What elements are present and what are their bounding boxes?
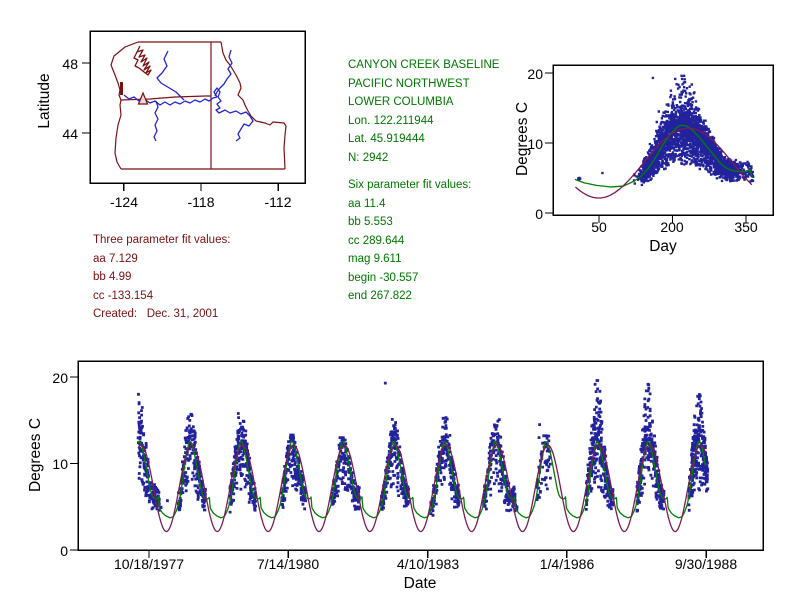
three-param-block: Three parameter fit values: aa 7.129 bb …: [93, 231, 230, 324]
station-info-block: CANYON CREEK BASELINE PACIFIC NORTHWEST …: [348, 56, 499, 306]
six-param-bb: bb 5.553: [348, 216, 393, 228]
created-date: Created: Dec. 31, 2001: [93, 308, 219, 320]
date-plot-x-axis-title: Date: [403, 575, 437, 592]
day-plot-x-tick-50: 50: [591, 219, 607, 235]
date-plot-x-tick-1983: 4/10/1983: [396, 556, 460, 572]
day-plot-y-tick-0: 0: [535, 206, 543, 222]
station-region: PACIFIC NORTHWEST: [348, 77, 470, 90]
station-name: CANYON CREEK BASELINE: [348, 59, 500, 71]
three-param-bb: bb 4.99: [93, 271, 132, 283]
date-plot-y-tick-0: 0: [60, 543, 68, 559]
map-y-tick-48: 48: [62, 56, 78, 72]
date-plot-y-tick-10: 10: [52, 456, 68, 472]
day-plot-y-tick-10: 10: [527, 136, 543, 152]
station-lat: Lat. 45.919444: [348, 133, 425, 145]
date-plot-x-tick-1977: 10/18/1977: [113, 556, 185, 572]
map-x-tick-124: -124: [109, 194, 139, 210]
six-param-header: Six parameter fit values:: [348, 179, 472, 191]
day-plot-x-axis-title: Day: [649, 238, 677, 255]
day-plot-y-tick-20: 20: [527, 66, 543, 82]
date-plot-x-tick-1988: 9/30/1988: [674, 556, 738, 572]
station-lon: Lon. 122.211944: [348, 114, 434, 127]
day-plot-x-tick-350: 350: [734, 219, 758, 235]
date-plot-y-tick-20: 20: [52, 370, 68, 386]
three-param-cc: cc -133.154: [93, 289, 154, 302]
date-plot-x-tick-1980: 7/14/1980: [256, 556, 320, 572]
station-basin: LOWER COLUMBIA: [348, 96, 454, 108]
station-n: N: 2942: [348, 151, 389, 164]
date-plot-y-axis-title: Degrees C: [27, 417, 44, 493]
six-param-end: end 267.822: [348, 290, 412, 302]
map-x-tick-118: -118: [187, 194, 215, 210]
three-param-aa: aa 7.129: [93, 252, 138, 265]
six-param-cc: cc 289.644: [348, 234, 405, 247]
three-param-header: Three parameter fit values:: [93, 234, 231, 246]
six-param-begin: begin -30.557: [348, 271, 419, 284]
six-param-aa: aa 11.4: [348, 197, 386, 210]
map-x-tick-112: -112: [264, 194, 292, 210]
day-plot-x-tick-200: 200: [660, 219, 684, 235]
map-y-tick-44: 44: [62, 126, 78, 142]
map-y-axis-title: Latitude: [36, 73, 53, 129]
six-param-mag: mag 9.611: [348, 253, 402, 265]
date-plot-x-tick-1986: 1/4/1986: [539, 556, 595, 572]
